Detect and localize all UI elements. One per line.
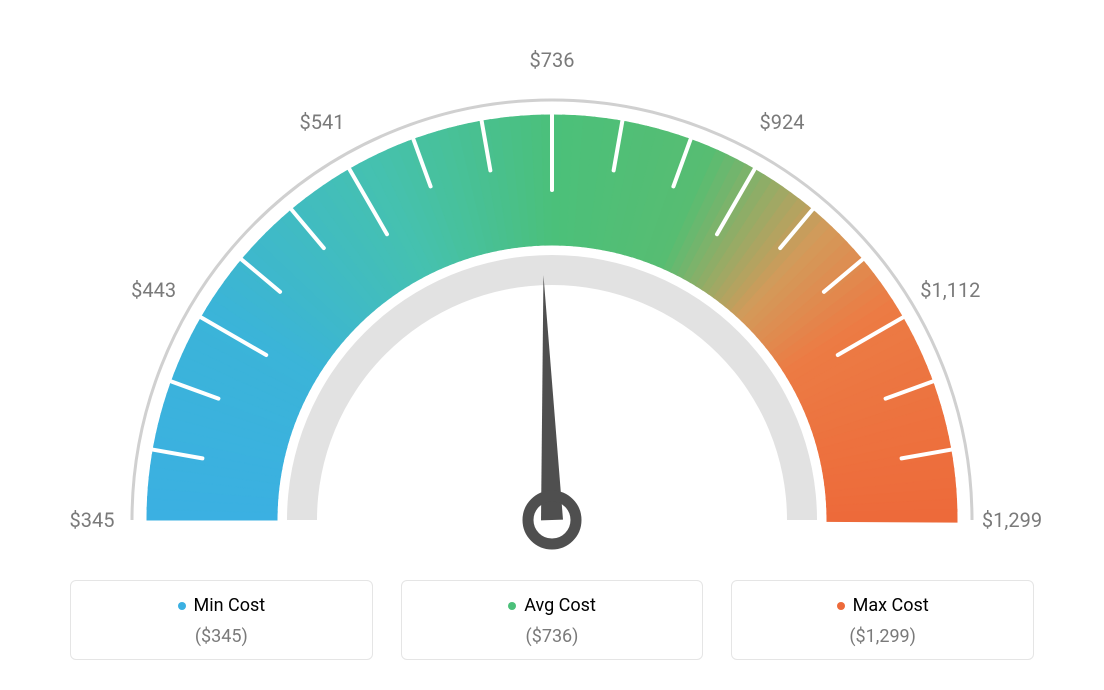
cost-gauge-chart: $345 $443 $541 $736 $924 $1,112 $1,299 Min Cos… xyxy=(0,0,1104,690)
legend-card-avg: Avg Cost ($736) xyxy=(401,580,704,661)
legend-label-max: Max Cost xyxy=(853,595,929,616)
gauge-area: $345 $443 $541 $736 $924 $1,112 $1,299 xyxy=(0,0,1104,560)
gauge-tick-label: $924 xyxy=(760,110,805,134)
gauge-tick-label: $541 xyxy=(300,110,345,134)
legend-value-max: ($1,299) xyxy=(742,626,1023,647)
legend-value-avg: ($736) xyxy=(412,626,693,647)
legend-title-min: Min Cost xyxy=(178,595,266,616)
gauge-tick-label: $345 xyxy=(70,508,115,532)
legend-card-max: Max Cost ($1,299) xyxy=(731,580,1034,661)
legend-dot-min xyxy=(178,602,186,610)
gauge-tick-label: $736 xyxy=(530,48,575,72)
gauge-tick-label: $1,112 xyxy=(920,278,980,302)
legend-card-min: Min Cost ($345) xyxy=(70,580,373,661)
legend-label-min: Min Cost xyxy=(194,595,266,616)
legend-label-avg: Avg Cost xyxy=(524,595,596,616)
legend-title-avg: Avg Cost xyxy=(508,595,596,616)
legend-dot-avg xyxy=(508,602,516,610)
legend-row: Min Cost ($345) Avg Cost ($736) Max Cost… xyxy=(70,580,1034,661)
gauge-tick-label: $443 xyxy=(131,278,176,302)
legend-dot-max xyxy=(837,602,845,610)
legend-value-min: ($345) xyxy=(81,626,362,647)
gauge-tick-label: $1,299 xyxy=(982,508,1042,532)
legend-title-max: Max Cost xyxy=(837,595,929,616)
